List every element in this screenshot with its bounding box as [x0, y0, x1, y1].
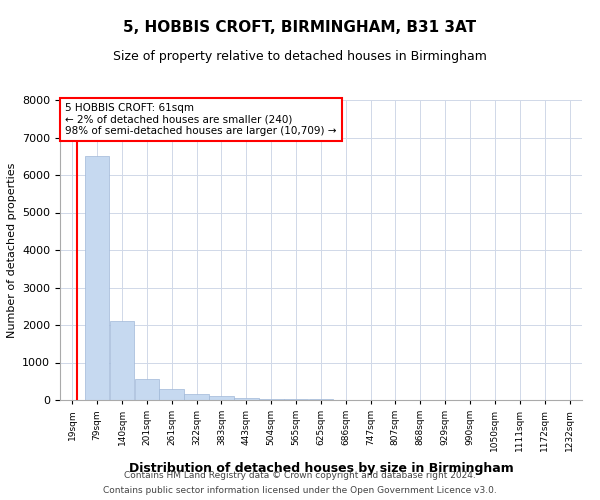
- Bar: [308, 399, 333, 400]
- Text: 5, HOBBIS CROFT, BIRMINGHAM, B31 3AT: 5, HOBBIS CROFT, BIRMINGHAM, B31 3AT: [124, 20, 476, 35]
- Text: Contains HM Land Registry data © Crown copyright and database right 2024.: Contains HM Land Registry data © Crown c…: [124, 471, 476, 480]
- Text: Size of property relative to detached houses in Birmingham: Size of property relative to detached ho…: [113, 50, 487, 63]
- Bar: [160, 389, 184, 400]
- X-axis label: Distribution of detached houses by size in Birmingham: Distribution of detached houses by size …: [128, 462, 514, 475]
- Y-axis label: Number of detached properties: Number of detached properties: [7, 162, 17, 338]
- Bar: [234, 398, 259, 400]
- Bar: [135, 380, 159, 400]
- Text: Contains public sector information licensed under the Open Government Licence v3: Contains public sector information licen…: [103, 486, 497, 495]
- Bar: [184, 394, 209, 400]
- Text: 5 HOBBIS CROFT: 61sqm
← 2% of detached houses are smaller (240)
98% of semi-deta: 5 HOBBIS CROFT: 61sqm ← 2% of detached h…: [65, 103, 337, 136]
- Bar: [284, 399, 308, 400]
- Bar: [259, 398, 284, 400]
- Bar: [209, 396, 233, 400]
- Bar: [110, 322, 134, 400]
- Bar: [85, 156, 109, 400]
